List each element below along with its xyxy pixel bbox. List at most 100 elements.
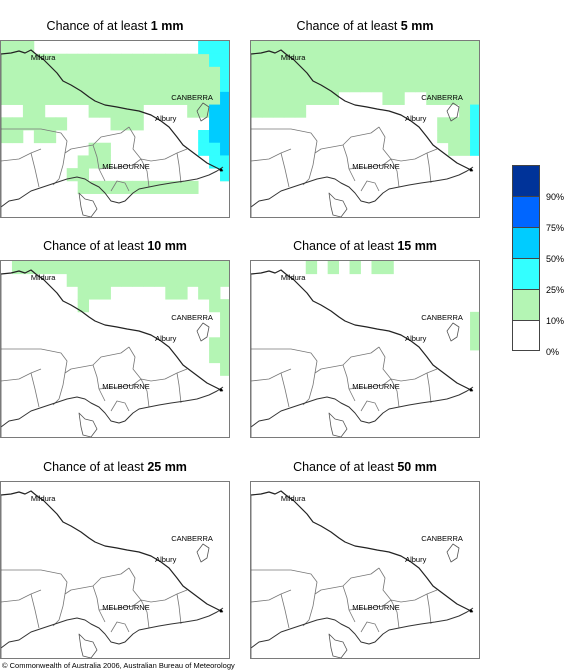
probability-cell	[154, 180, 166, 194]
probability-cell	[305, 261, 318, 275]
district-boundary	[280, 593, 290, 629]
probability-cell	[88, 91, 100, 105]
panel-title-amount: 25 mm	[147, 460, 187, 474]
probability-cell	[77, 155, 90, 169]
probability-cell	[316, 41, 329, 55]
probability-cell	[470, 337, 479, 351]
probability-cell	[44, 79, 57, 93]
probability-cell	[209, 66, 221, 80]
probability-cell	[470, 91, 479, 105]
probability-cell	[143, 261, 155, 275]
probability-cell	[165, 261, 177, 275]
place-label: Mildura	[280, 273, 306, 283]
place-label: Mildura	[30, 494, 56, 504]
probability-cell	[261, 53, 274, 67]
map-canvas	[1, 490, 224, 658]
probability-cell	[415, 66, 427, 80]
probability-cell	[99, 180, 111, 194]
probability-cell	[198, 130, 210, 144]
probability-cell	[187, 53, 199, 67]
probability-cell	[121, 53, 133, 67]
district-boundary	[390, 158, 400, 188]
map-canvas	[251, 261, 479, 437]
probability-cell	[88, 66, 100, 80]
probability-cell	[209, 155, 221, 169]
district-boundary	[140, 158, 150, 188]
probability-cell	[220, 53, 229, 67]
probability-cell	[459, 104, 471, 118]
probability-cell	[44, 66, 57, 80]
probability-cell	[371, 53, 383, 67]
place-label: CANBERRA	[171, 533, 213, 543]
probability-cell	[154, 273, 166, 287]
eden-marker	[219, 609, 223, 613]
probability-cell	[470, 142, 479, 156]
panel-title: Chance of at least 25 mm	[0, 459, 230, 475]
probability-cell	[272, 41, 285, 55]
probability-cell	[404, 79, 416, 93]
probability-cell	[360, 79, 372, 93]
district-boundary	[64, 346, 130, 374]
legend-label-75: 75%	[546, 223, 565, 233]
probability-cell	[360, 66, 372, 80]
eden-marker	[469, 168, 473, 172]
district-boundary	[1, 348, 68, 374]
act-border	[196, 102, 210, 122]
probability-cell	[165, 66, 177, 80]
map-canvas	[251, 41, 479, 217]
place-label: Mildura	[280, 494, 306, 504]
probability-cell	[437, 130, 449, 144]
place-label: MELBOURNE	[102, 162, 150, 172]
probability-cell	[220, 130, 229, 144]
probability-cell	[327, 261, 340, 275]
coastline	[251, 607, 474, 649]
district-boundary	[52, 152, 66, 186]
district-boundary	[251, 148, 292, 162]
probability-cell	[33, 66, 46, 80]
probability-cell	[110, 91, 122, 105]
probability-cell	[1, 91, 13, 105]
district-boundary	[1, 148, 42, 162]
legend-swatch-75	[512, 196, 540, 227]
place-label: CANBERRA	[421, 312, 463, 322]
probability-cell	[382, 79, 394, 93]
probability-cell	[121, 117, 133, 131]
bay-outline	[328, 633, 348, 658]
probability-cell	[220, 299, 229, 313]
probability-cell	[99, 155, 111, 169]
probability-cell	[283, 53, 296, 67]
district-boundary	[30, 372, 40, 408]
legend-swatch-0	[512, 320, 540, 351]
probability-cell	[251, 41, 263, 55]
probability-cell	[198, 41, 210, 55]
district-boundary	[378, 567, 402, 603]
place-label: MELBOURNE	[102, 603, 150, 613]
district-boundary	[150, 368, 188, 382]
probability-cell	[77, 53, 90, 67]
probability-cell	[22, 261, 35, 275]
probability-cell	[176, 66, 188, 80]
probability-cell	[110, 117, 122, 131]
probability-cell	[121, 79, 133, 93]
probability-cell	[121, 104, 133, 118]
probability-cell	[220, 261, 229, 275]
probability-cell	[165, 286, 177, 300]
probability-cell	[77, 180, 90, 194]
probability-cell	[305, 53, 318, 67]
probability-cell	[382, 41, 394, 55]
legend-label-10: 10%	[546, 316, 565, 326]
panel-title-prefix: Chance of at least	[293, 460, 398, 474]
probability-cell	[459, 91, 471, 105]
probability-map: Mildura CANBERRA Albury MELBOURNE	[250, 40, 480, 218]
district-boundary	[52, 372, 66, 406]
eden-marker	[219, 388, 223, 392]
district-boundary	[302, 372, 316, 406]
legend-swatch-25	[512, 258, 540, 289]
probability-cell	[22, 41, 35, 55]
probability-cell	[470, 130, 479, 144]
panel-title-prefix: Chance of at least	[43, 239, 148, 253]
probability-cell	[198, 66, 210, 80]
probability-map: Mildura CANBERRA Albury MELBOURNE	[250, 260, 480, 438]
district-boundary	[342, 585, 356, 623]
district-boundary	[64, 567, 130, 595]
